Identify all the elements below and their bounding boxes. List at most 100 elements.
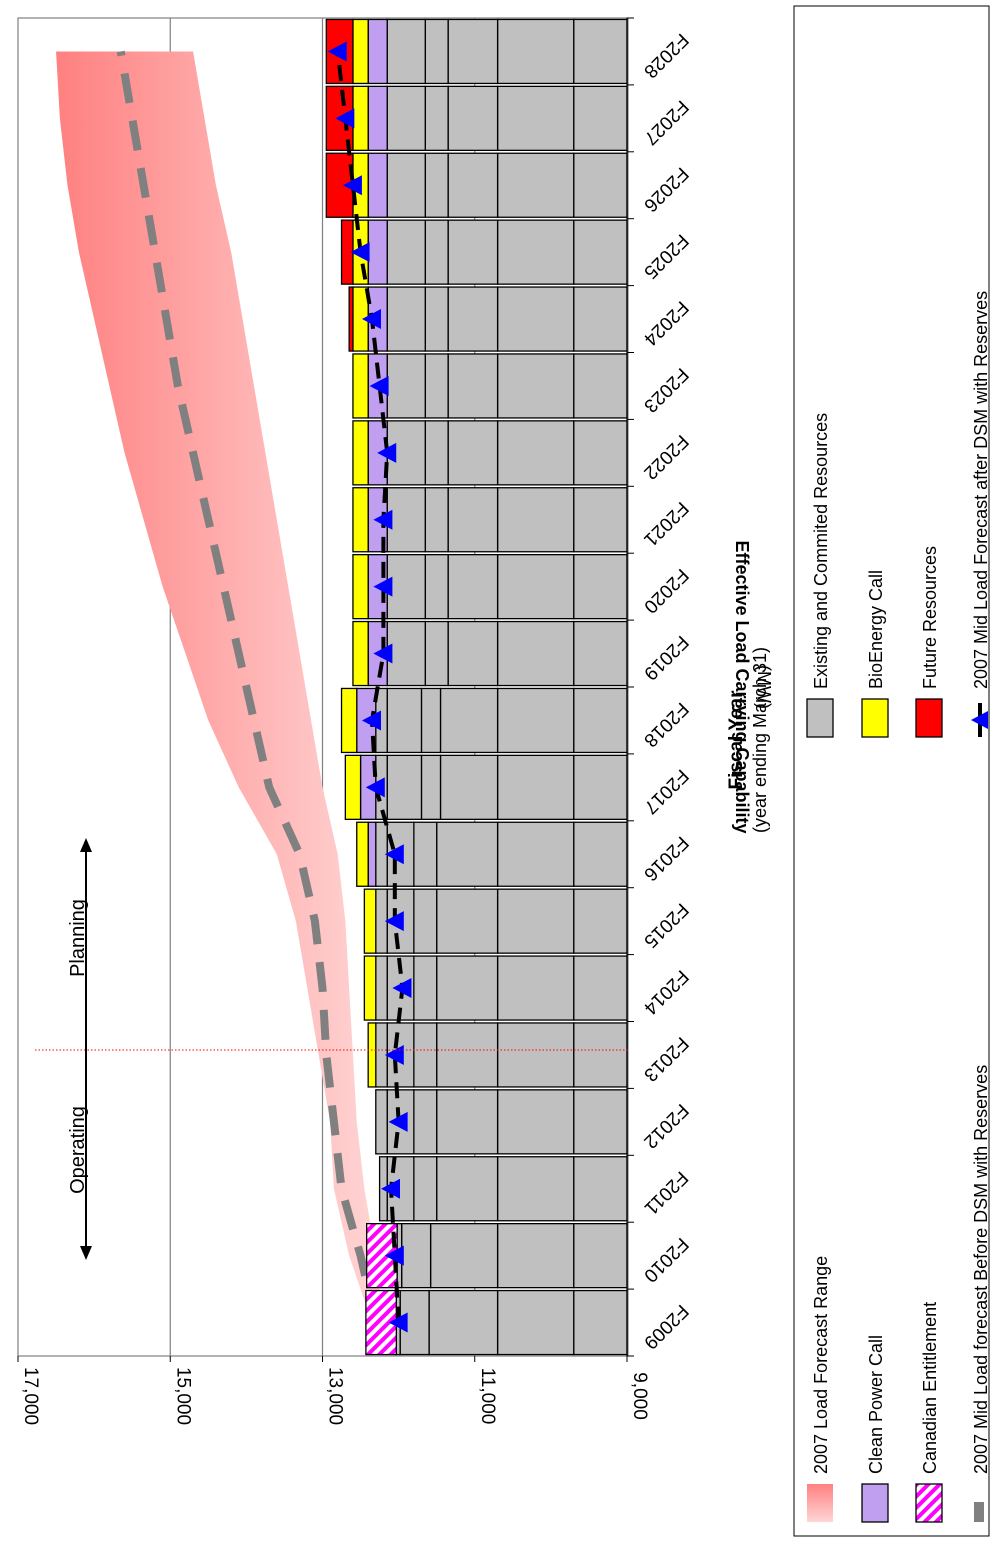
after-dsm-marker [327, 41, 347, 62]
legend-label: Canadian Entitlement [920, 1302, 940, 1474]
after-dsm-marker [381, 1178, 401, 1199]
existing-segment [386, 487, 426, 553]
existing-segment [496, 1022, 575, 1088]
after-dsm-line [335, 51, 405, 1323]
clean-power-segment [367, 821, 377, 887]
existing-segment [496, 1223, 575, 1289]
after-dsm-marker [335, 108, 355, 129]
x-tick-label: F2019 [639, 631, 692, 684]
x-tick-label: F2015 [639, 899, 692, 952]
legend-swatch [861, 1483, 889, 1523]
after-dsm-marker [342, 175, 362, 196]
existing-segment [375, 1089, 388, 1155]
bar-F2010 [366, 1223, 628, 1289]
existing-segment [413, 1156, 438, 1222]
existing-segment [573, 85, 628, 151]
x-tick-label: F2021 [639, 497, 692, 550]
bioenergy-segment [352, 18, 369, 85]
existing-segment [573, 152, 628, 218]
existing-segment [413, 1089, 438, 1155]
planning-label: Planning [67, 899, 89, 977]
bioenergy-segment [352, 487, 369, 553]
existing-segment [447, 487, 499, 553]
existing-segment [424, 620, 449, 687]
clean-power-segment [367, 85, 388, 151]
after-dsm-marker [384, 911, 404, 932]
y-axis-unit: (MW) [754, 665, 774, 709]
x-tick-label: F2013 [639, 1032, 692, 1085]
existing-segment [436, 955, 499, 1021]
x-axis-title: Fiscal Year [726, 690, 747, 790]
existing-segment [496, 754, 575, 820]
existing-segment [420, 687, 442, 754]
existing-segment [447, 152, 499, 218]
operating-planning-arrow [80, 838, 92, 1260]
existing-segment [428, 1289, 499, 1356]
bioenergy-segment [340, 687, 358, 754]
existing-segment [413, 888, 438, 954]
existing-segment [424, 554, 449, 620]
existing-segment [424, 353, 449, 419]
x-axis-subtitle: (year ending March 31) [750, 647, 770, 833]
existing-segment [496, 286, 575, 352]
y-tick-label: 9,000 [629, 1372, 650, 1420]
existing-segment [573, 554, 628, 620]
after-dsm-marker [384, 1245, 404, 1266]
bar-F2024 [348, 286, 628, 352]
legend-item-forecast-range: 2007 Load Forecast Range [807, 1256, 833, 1522]
bioenergy-segment [363, 955, 377, 1021]
existing-segment [436, 821, 499, 887]
existing-segment [386, 286, 426, 352]
x-tick-label: F2016 [639, 832, 692, 885]
after-dsm-marker [384, 844, 404, 865]
bioenergy-segment [363, 888, 377, 954]
existing-segment [447, 85, 499, 151]
after-dsm-marker [388, 1312, 408, 1333]
existing-segment [439, 687, 499, 754]
existing-segment [573, 487, 628, 553]
bar-F2026 [325, 152, 628, 218]
legend-swatch [915, 698, 943, 738]
x-tick-label: F2018 [639, 698, 692, 751]
y-tick-label: 11,000 [477, 1368, 498, 1425]
after-dsm-marker [373, 576, 393, 597]
existing-segment [573, 821, 628, 887]
bar-F2028 [325, 18, 628, 85]
x-tick-label: F2023 [639, 363, 692, 416]
existing-segment [573, 219, 628, 285]
existing-segment [496, 420, 575, 486]
existing-segment [573, 754, 628, 820]
bioenergy-segment [352, 420, 369, 486]
legend-item-after-dsm: 2007 Mid Load Forecast after DSM with Re… [971, 291, 991, 737]
bar-F2025 [340, 219, 628, 285]
x-tick-label: F2012 [639, 1099, 692, 1152]
bar-F2018 [340, 687, 628, 754]
existing-segment [447, 219, 499, 285]
existing-segment [413, 1022, 438, 1088]
legend-label: 2007 Mid Load Forecast after DSM with Re… [971, 291, 991, 689]
x-tick-label: F2022 [639, 430, 692, 483]
existing-segment [436, 1022, 499, 1088]
x-tick-label: F2020 [639, 564, 692, 617]
existing-segment [496, 85, 575, 151]
existing-segment [447, 286, 499, 352]
existing-segment [496, 888, 575, 954]
x-tick-label: F2024 [639, 296, 692, 349]
clean-power-segment [367, 152, 388, 218]
existing-segment [386, 754, 423, 820]
existing-segment [375, 955, 388, 1021]
before-dsm-line [116, 50, 380, 1324]
legend-label: Future Resources [920, 546, 940, 689]
existing-segment [386, 152, 426, 218]
after-dsm-marker [373, 509, 393, 530]
after-dsm-marker [369, 375, 389, 396]
existing-segment [447, 353, 499, 419]
existing-segment [439, 754, 499, 820]
existing-segment [573, 687, 628, 754]
existing-segment [424, 219, 449, 285]
existing-segment [447, 18, 499, 85]
x-tick-label: F2017 [639, 765, 692, 818]
after-dsm-marker [350, 242, 370, 263]
existing-segment [424, 420, 449, 486]
x-tick-label: F2011 [640, 1167, 692, 1219]
